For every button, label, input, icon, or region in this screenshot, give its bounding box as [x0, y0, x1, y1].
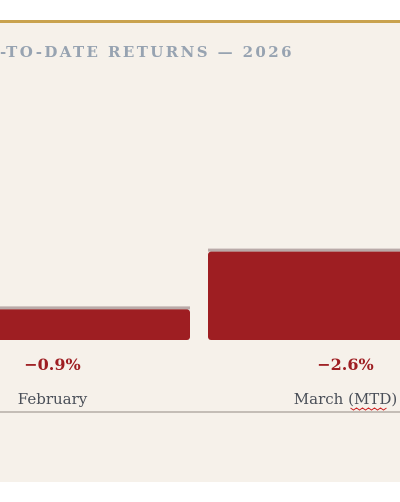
category-label: March (MTD) [294, 390, 397, 408]
value-label: −0.9% [24, 355, 80, 374]
chart-title: -TO-DATE RETURNS — 2026 [0, 43, 294, 61]
category-label: February [18, 390, 88, 408]
spellcheck-squiggle [350, 407, 387, 411]
bar-edge [208, 248, 400, 252]
bar-edge [0, 306, 190, 310]
value-label: −2.6% [317, 355, 373, 374]
bar-february [0, 309, 190, 340]
bar-march-mtd [208, 251, 400, 340]
bars-layer [0, 248, 400, 340]
labels-layer: −0.9% February −2.6% March (MTD) [18, 355, 397, 411]
